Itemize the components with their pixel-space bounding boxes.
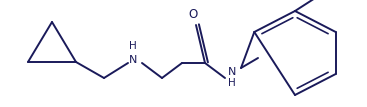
Text: H: H	[228, 78, 236, 88]
Text: H: H	[129, 41, 137, 51]
Text: N: N	[129, 55, 137, 65]
Text: O: O	[188, 7, 197, 21]
Text: N: N	[228, 67, 236, 77]
